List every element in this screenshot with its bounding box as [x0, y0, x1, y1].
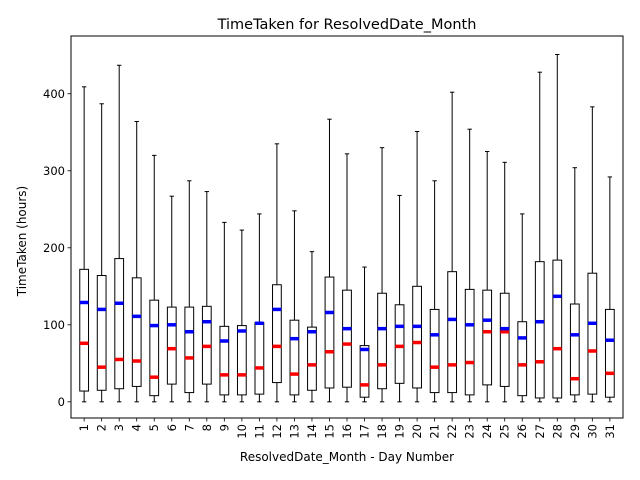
box-iqr [377, 292, 387, 390]
plot-area: 1 2 3 4 5 6 7 8 9 10 11 12 13 14 15 16 17 18 19 20 21 22 23 24 2… [43, 35, 624, 439]
box-iqr [359, 345, 370, 398]
box-iqr [289, 319, 300, 396]
box-iqr [272, 284, 282, 384]
y-tick-label: 200 [43, 241, 65, 255]
x-tick-label: 17 [358, 424, 372, 439]
x-tick-label: 28 [550, 424, 564, 439]
box-iqr [131, 277, 142, 387]
x-tick-label: 30 [585, 424, 599, 439]
x-tick-label: 23 [463, 424, 477, 439]
x-tick-label: 16 [340, 424, 354, 439]
y-tick-label: 300 [43, 164, 65, 178]
x-tick-label: 14 [305, 424, 319, 439]
chart-title: TimeTaken for ResolvedDate_Month [217, 17, 477, 33]
x-tick-label: 22 [445, 424, 459, 439]
x-tick-label: 8 [200, 424, 214, 431]
x-tick-label: 24 [480, 424, 494, 439]
x-tick-label: 12 [270, 424, 284, 439]
x-tick-label: 5 [147, 424, 161, 431]
box-iqr [482, 289, 493, 386]
x-tick-label: 11 [252, 424, 266, 439]
box-iqr [412, 285, 422, 389]
box-iqr [324, 276, 335, 389]
x-tick-label: 3 [112, 424, 126, 431]
x-tick-label: 7 [182, 424, 196, 431]
box-iqr [149, 299, 160, 397]
box-iqr [604, 308, 615, 398]
box-iqr [429, 308, 440, 394]
box-iqr [499, 292, 510, 387]
x-tick-label: 31 [603, 424, 617, 439]
y-tick-label: 0 [58, 395, 65, 409]
box-iqr [394, 304, 405, 384]
box-iqr [342, 289, 352, 388]
x-tick-label: 25 [498, 424, 512, 439]
x-tick-label: 27 [533, 424, 547, 439]
x-tick-label: 4 [130, 424, 144, 431]
x-tick-label: 20 [410, 424, 424, 439]
box-iqr [464, 288, 475, 396]
box-iqr [166, 306, 177, 385]
x-tick-label: 13 [287, 424, 301, 439]
box-iqr [552, 259, 563, 399]
x-tick-label: 18 [375, 424, 389, 439]
x-tick-label: 2 [95, 424, 109, 431]
x-tick-label: 15 [322, 424, 336, 439]
box-iqr [114, 258, 125, 390]
y-tick-label: 100 [43, 318, 65, 332]
box-iqr [236, 325, 247, 396]
box-iqr [219, 325, 230, 396]
box-iqr [587, 272, 598, 395]
x-axis-label: ResolvedDate_Month - Day Number [240, 450, 454, 464]
x-tick-label: 21 [428, 424, 442, 439]
x-tick-label: 1 [77, 424, 91, 431]
x-tick-label: 26 [515, 424, 529, 439]
box-iqr [307, 326, 317, 391]
box-iqr [79, 268, 90, 392]
x-tick-label: 29 [568, 424, 582, 439]
x-tick-label: 19 [393, 424, 407, 439]
box-iqr [534, 261, 545, 399]
box-iqr [569, 303, 580, 396]
box-iqr [447, 271, 458, 394]
box-iqr [254, 322, 265, 395]
x-tick-label: 10 [235, 424, 249, 439]
box-iqr [184, 306, 195, 394]
y-axis-label: TimeTaken (hours) [15, 186, 29, 298]
box-iqr [517, 321, 528, 397]
plot-frame [70, 35, 624, 419]
x-tick-label: 9 [217, 424, 231, 431]
x-tick-label: 6 [165, 424, 179, 431]
box-iqr [96, 275, 107, 391]
y-tick-label: 400 [43, 87, 65, 101]
